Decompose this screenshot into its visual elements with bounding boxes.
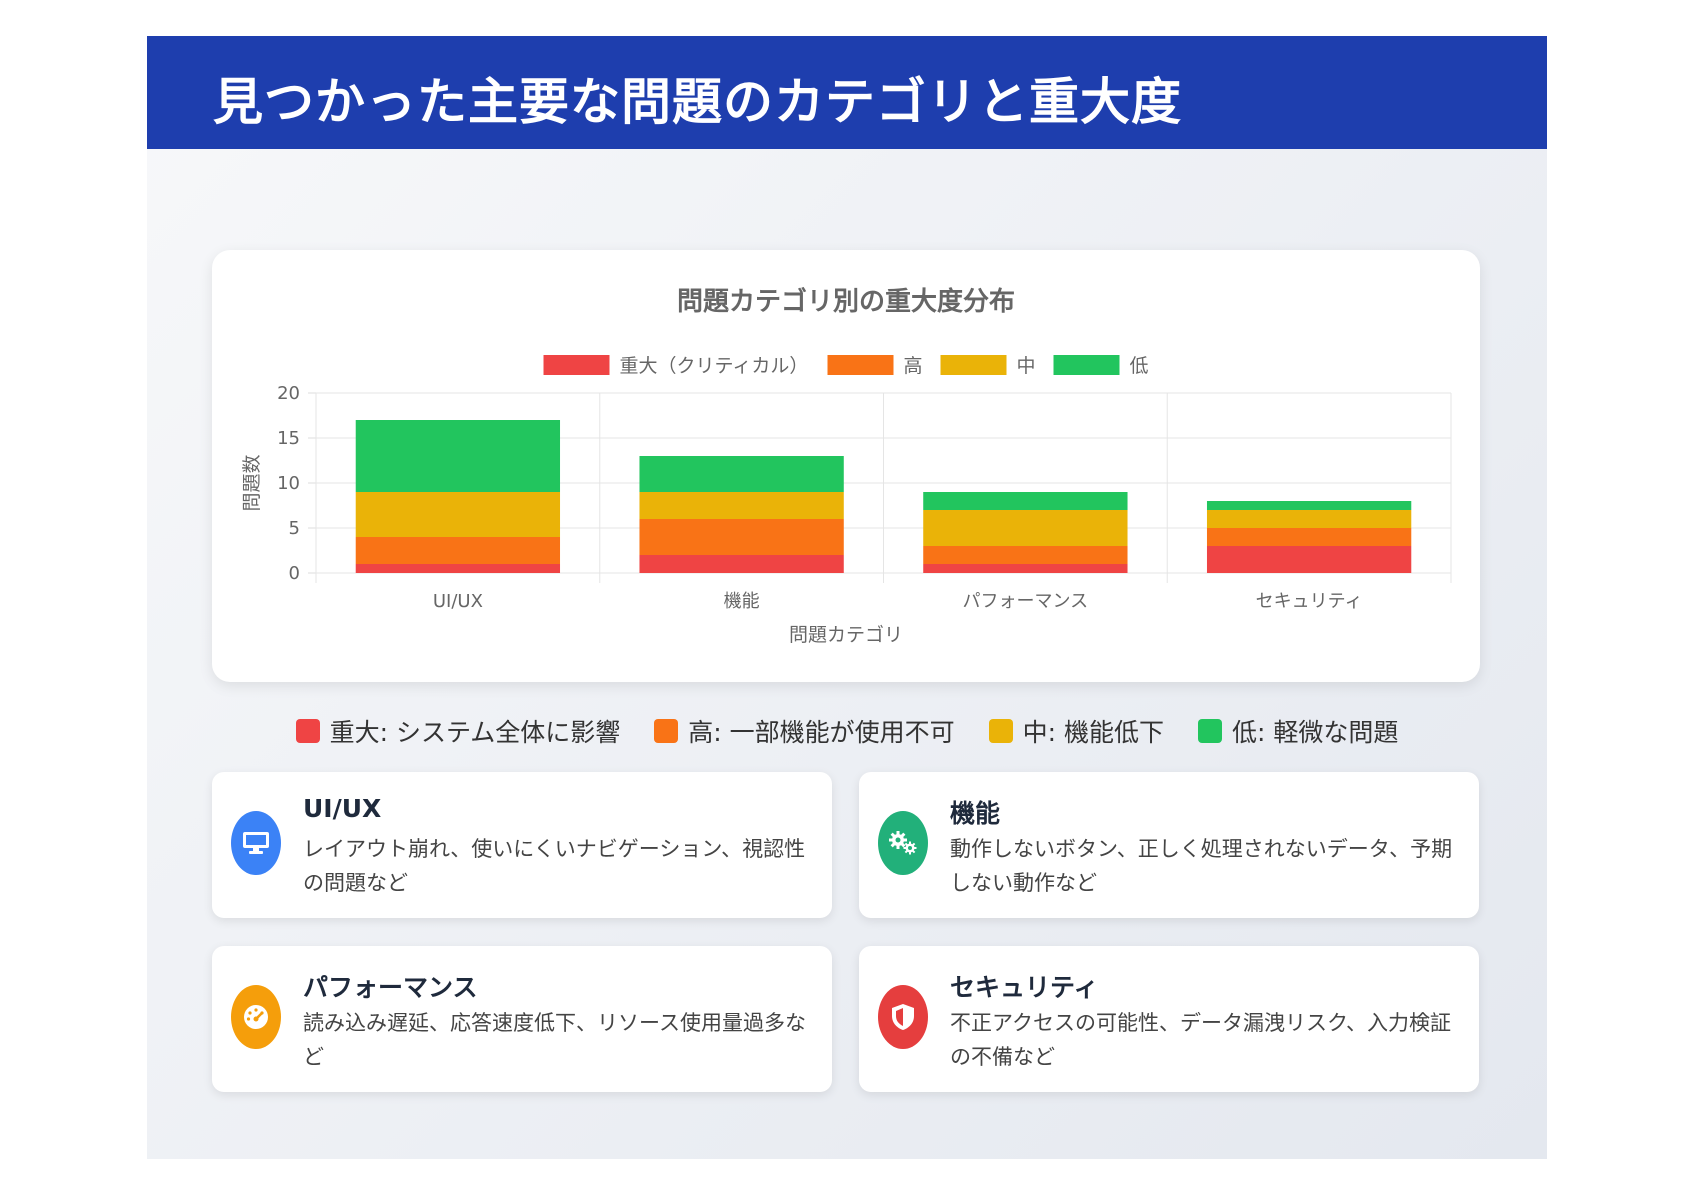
bar-1-0 [355,537,561,564]
card-title: UI/UX [303,794,382,823]
gears-icon [878,811,928,875]
bar-0-2 [923,564,1128,573]
severity-legend-item-medium: 中: 機能低下 [988,713,1164,749]
card-description: レイアウト崩れ、使いにくいナビゲーション、視認性の問題など [303,837,806,895]
bar-1-1 [639,519,844,555]
bar-2-1 [639,492,844,519]
x-tick-label: 機能 [724,591,760,612]
bar-2-2 [923,510,1128,546]
chart-title: 問題カテゴリ別の重大度分布 [677,286,1015,317]
category-card-security: セキュリティ 不正アクセスの可能性、データ漏洩リスク、入力検証の不備など [859,946,1479,1092]
bar-0-1 [639,555,844,573]
legend-swatch-2 [940,355,1007,375]
x-tick-label: パフォーマンス [963,591,1089,612]
legend-label: 重大（クリティカル） [620,355,809,377]
severity-legend-item-low: 低: 軽微な問題 [1198,713,1398,749]
legend-swatch-3 [1053,355,1120,375]
x-tick-label: セキュリティ [1256,591,1363,612]
category-card-function: 機能 動作しないボタン、正しく処理されないデータ、予期しない動作など [859,772,1479,918]
header-bar: 見つかった主要な問題のカテゴリと重大度 [147,36,1547,149]
card-title: パフォーマンス [303,973,478,1002]
legend-label: 高 [904,355,923,377]
severity-legend: 重大: システム全体に影響 高: 一部機能が使用不可 中: 機能低下 低: 軽微… [147,711,1547,751]
card-description: 不正アクセスの可能性、データ漏洩リスク、入力検証の不備など [950,1011,1452,1069]
severity-legend-item-critical: 重大: システム全体に影響 [295,713,621,749]
category-card-uiux: UI/UX レイアウト崩れ、使いにくいナビゲーション、視認性の問題など [212,772,832,918]
y-tick-label: 0 [289,563,300,584]
legend-label: 中 [1017,355,1036,377]
medium-swatch [988,719,1013,743]
slide: 見つかった主要な問題のカテゴリと重大度 問題カテゴリ別の重大度分布重大（クリティ… [147,36,1547,1159]
legend-swatch-1 [827,355,894,375]
bar-3-3 [1206,501,1412,510]
bar-3-1 [639,456,844,492]
bar-3-0 [355,420,561,492]
shield-icon [878,985,928,1049]
bar-3-2 [923,492,1128,510]
bar-0-3 [1206,546,1412,573]
legend-swatch-0 [543,355,610,375]
monitor-icon [231,811,281,875]
x-axis-title: 問題カテゴリ [789,624,903,646]
severity-legend-label: 中: 機能低下 [1022,718,1164,747]
critical-swatch [295,719,320,743]
chart-card: 問題カテゴリ別の重大度分布重大（クリティカル） 高 中 低 0 5 10 15 20 UI/UX 機… [212,250,1480,682]
low-swatch [1198,719,1222,743]
card-description: 動作しないボタン、正しく処理されないデータ、予期しない動作など [950,837,1453,895]
speedometer-icon [231,985,281,1049]
bar-2-3 [1206,510,1412,528]
card-title: セキュリティ [950,973,1099,1002]
y-tick-label: 10 [277,473,300,494]
category-card-performance: パフォーマンス 読み込み遅延、応答速度低下、リソース使用量過多など [212,946,832,1092]
card-title: 機能 [950,799,1001,828]
severity-legend-label: 低: 軽微な問題 [1232,718,1399,747]
legend-label: 低 [1130,355,1149,377]
bar-1-2 [923,546,1128,564]
y-tick-label: 20 [277,383,300,404]
y-tick-label: 5 [289,518,300,539]
card-description: 読み込み遅延、応答速度低下、リソース使用量過多など [303,1011,806,1069]
bar-0-0 [355,564,561,573]
y-tick-label: 15 [277,428,300,449]
severity-legend-label: 高: 一部機能が使用不可 [688,718,955,747]
page-title: 見つかった主要な問題のカテゴリと重大度 [213,73,1182,131]
bar-2-0 [355,492,561,537]
x-tick-label: UI/UX [433,591,483,612]
high-swatch [654,719,679,743]
severity-legend-label: 重大: システム全体に影響 [329,718,621,747]
bar-1-3 [1206,528,1412,546]
y-axis-title: 問題数 [241,454,263,511]
severity-legend-item-high: 高: 一部機能が使用不可 [654,713,955,749]
